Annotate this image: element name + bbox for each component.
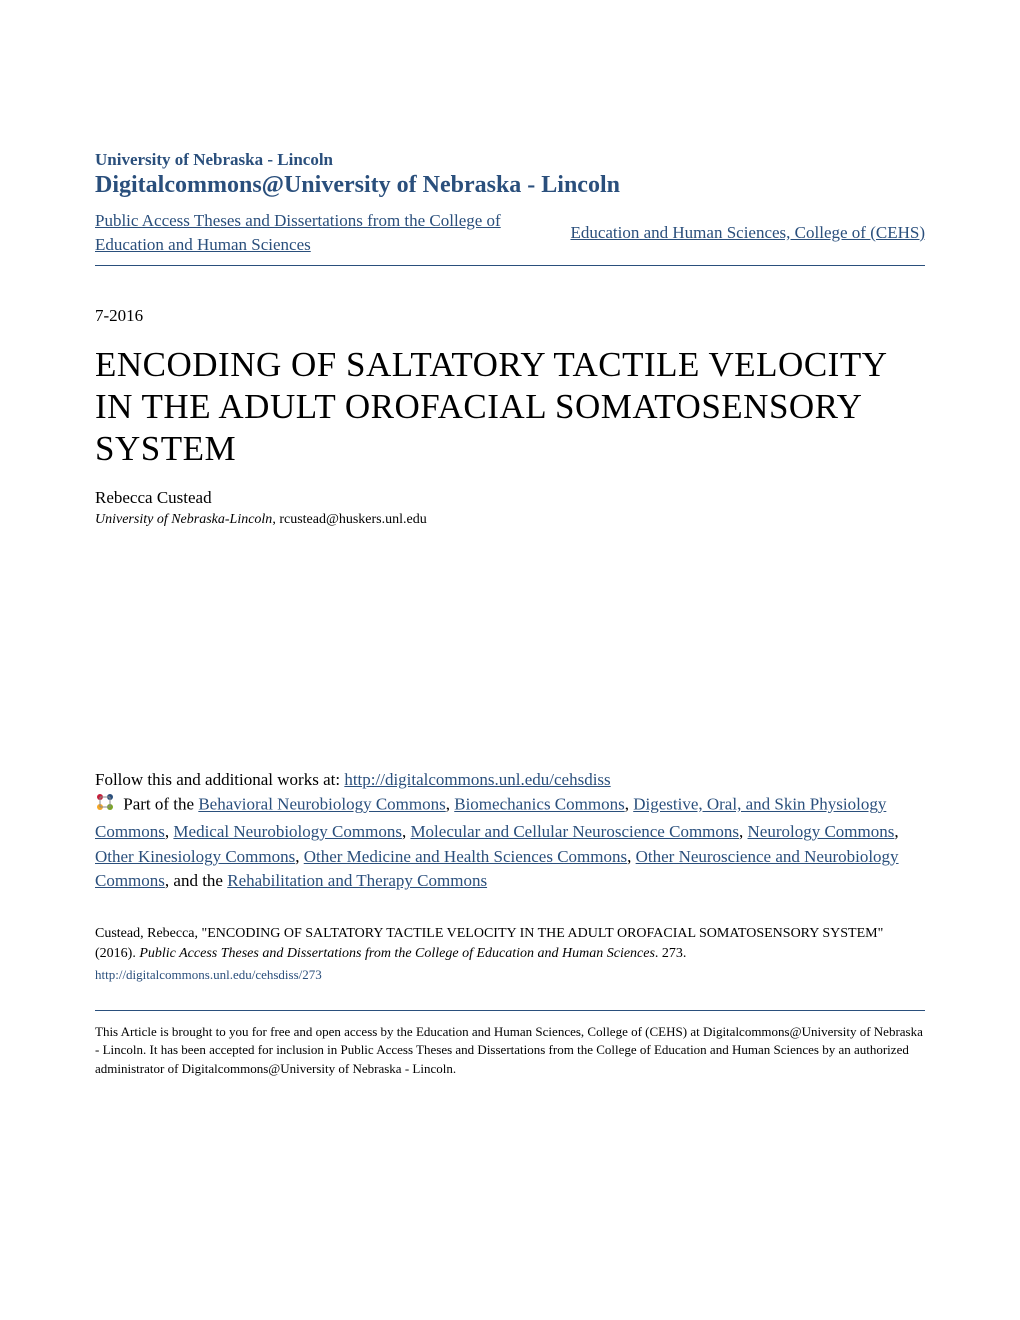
follow-url[interactable]: http://digitalcommons.unl.edu/cehsdiss — [344, 770, 610, 789]
part-of-line: Part of the Behavioral Neurobiology Comm… — [95, 792, 925, 894]
comma: , — [627, 847, 636, 866]
commons-link-3[interactable]: Medical Neurobiology Commons — [173, 822, 402, 841]
comma: , — [625, 795, 634, 814]
citation-text-2: . 273. — [655, 946, 687, 961]
paper-title: ENCODING OF SALTATORY TACTILE VELOCITY I… — [95, 344, 925, 470]
comma: , — [446, 795, 455, 814]
follow-line: Follow this and additional works at: htt… — [95, 768, 925, 793]
follow-section: Follow this and additional works at: htt… — [95, 768, 925, 894]
and-the: , and the — [165, 871, 227, 890]
citation-italic: Public Access Theses and Dissertations f… — [139, 946, 655, 961]
collection-link[interactable]: Public Access Theses and Dissertations f… — [95, 209, 515, 257]
part-of-prefix: Part of the — [119, 795, 198, 814]
author-name: Rebecca Custead — [95, 488, 925, 508]
institution-name: University of Nebraska - Lincoln — [95, 150, 925, 170]
commons-link-0[interactable]: Behavioral Neurobiology Commons — [198, 795, 445, 814]
site-title: Digitalcommons@University of Nebraska - … — [95, 172, 925, 199]
author-block: Rebecca Custead University of Nebraska-L… — [95, 488, 925, 528]
author-email: rcustead@huskers.unl.edu — [279, 512, 426, 527]
author-details: University of Nebraska-Lincoln, rcustead… — [95, 510, 925, 528]
header-navigation: Public Access Theses and Dissertations f… — [95, 209, 925, 266]
commons-link-4[interactable]: Molecular and Cellular Neuroscience Comm… — [410, 822, 739, 841]
network-icon — [95, 792, 115, 820]
commons-link-7[interactable]: Other Medicine and Health Sciences Commo… — [304, 847, 627, 866]
commons-link-5[interactable]: Neurology Commons — [748, 822, 895, 841]
follow-prefix: Follow this and additional works at: — [95, 770, 344, 789]
page-header: University of Nebraska - Lincoln Digital… — [95, 150, 925, 266]
footer-text: This Article is brought to you for free … — [95, 1023, 925, 1078]
divider-line — [95, 1010, 925, 1011]
commons-link-1[interactable]: Biomechanics Commons — [454, 795, 624, 814]
comma: , — [894, 822, 898, 841]
college-link[interactable]: Education and Human Sciences, College of… — [570, 223, 925, 243]
comma: , — [295, 847, 304, 866]
commons-link-last[interactable]: Rehabilitation and Therapy Commons — [227, 871, 487, 890]
comma: , — [739, 822, 748, 841]
publication-date: 7-2016 — [95, 306, 925, 326]
citation-block: Custead, Rebecca, "ENCODING OF SALTATORY… — [95, 924, 925, 985]
author-affiliation: University of Nebraska-Lincoln — [95, 512, 272, 527]
citation-url[interactable]: http://digitalcommons.unl.edu/cehsdiss/2… — [95, 966, 925, 985]
commons-link-6[interactable]: Other Kinesiology Commons — [95, 847, 295, 866]
